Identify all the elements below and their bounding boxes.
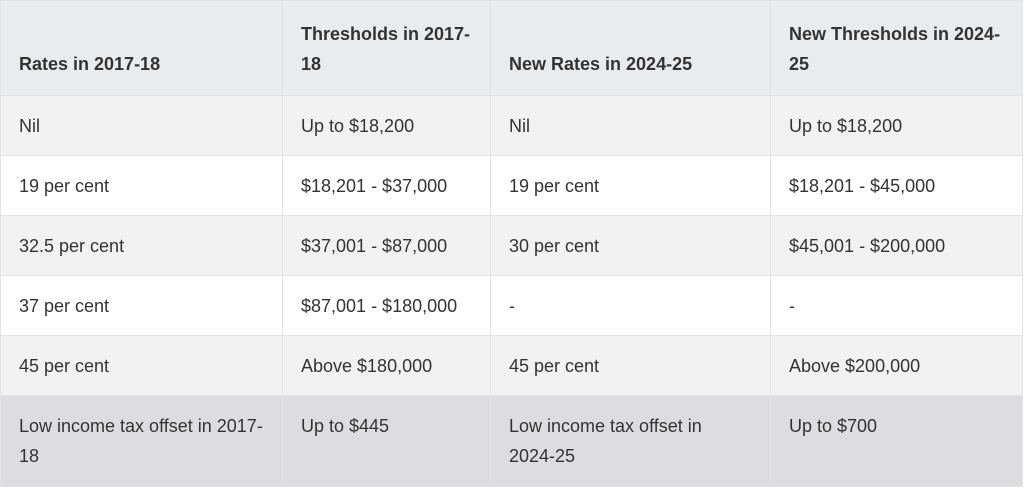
table-cell: - xyxy=(490,275,771,336)
table-cell: Up to $18,200 xyxy=(282,95,491,156)
table-cell: 32.5 per cent xyxy=(0,215,283,276)
table-row: Nil Up to $18,200 Nil Up to $18,200 xyxy=(0,95,1023,156)
table-cell: Up to $445 xyxy=(282,395,491,487)
table-cell: $45,001 - $200,000 xyxy=(770,215,1023,276)
table-cell: Nil xyxy=(490,95,771,156)
table-body: Nil Up to $18,200 Nil Up to $18,200 19 per c… xyxy=(0,95,1023,487)
table-cell: Low income tax offset in 2017-18 xyxy=(0,395,283,487)
table-cell: 45 per cent xyxy=(0,335,283,396)
table-cell: Nil xyxy=(0,95,283,156)
table-cell: 30 per cent xyxy=(490,215,771,276)
table-cell: 37 per cent xyxy=(0,275,283,336)
table-cell: $18,201 - $45,000 xyxy=(770,155,1023,216)
table-cell: 19 per cent xyxy=(0,155,283,216)
table-header: Rates in 2017-18 Thresholds in 2017-18 New… xyxy=(0,0,1023,96)
table-cell: Low income tax offset in 2024-25 xyxy=(490,395,771,487)
table-cell: 45 per cent xyxy=(490,335,771,396)
header-cell: New Thresholds in 2024-25 xyxy=(770,0,1023,96)
table-cell: $18,201 - $37,000 xyxy=(282,155,491,216)
table-cell: Up to $700 xyxy=(770,395,1023,487)
table-row: 37 per cent $87,001 - $180,000- - xyxy=(0,275,1023,336)
table-cell: Up to $18,200 xyxy=(770,95,1023,156)
table-row: Low income tax offset in 2017-18 Up to $4… xyxy=(0,395,1023,487)
table-cell: $87,001 - $180,000 xyxy=(282,275,491,336)
table-cell: $37,001 - $87,000 xyxy=(282,215,491,276)
table-cell: 19 per cent xyxy=(490,155,771,216)
header-cell: Rates in 2017-18 xyxy=(0,0,283,96)
header-cell: New Rates in 2024-25 xyxy=(490,0,771,96)
table-cell: - xyxy=(770,275,1023,336)
header-cell: Thresholds in 2017-18 xyxy=(282,0,491,96)
table-cell: Above $180,000 xyxy=(282,335,491,396)
table-row: 45 per cent Above $180,000 45 per cent Abov… xyxy=(0,335,1023,396)
table-row: 32.5 per cent $37,001 - $87,000 30 per cen… xyxy=(0,215,1023,276)
table-cell: Above $200,000 xyxy=(770,335,1023,396)
table-row: 19 per cent $18,201 - $37,000 19 per cent $… xyxy=(0,155,1023,216)
header-row: Rates in 2017-18 Thresholds in 2017-18 New… xyxy=(0,0,1023,96)
